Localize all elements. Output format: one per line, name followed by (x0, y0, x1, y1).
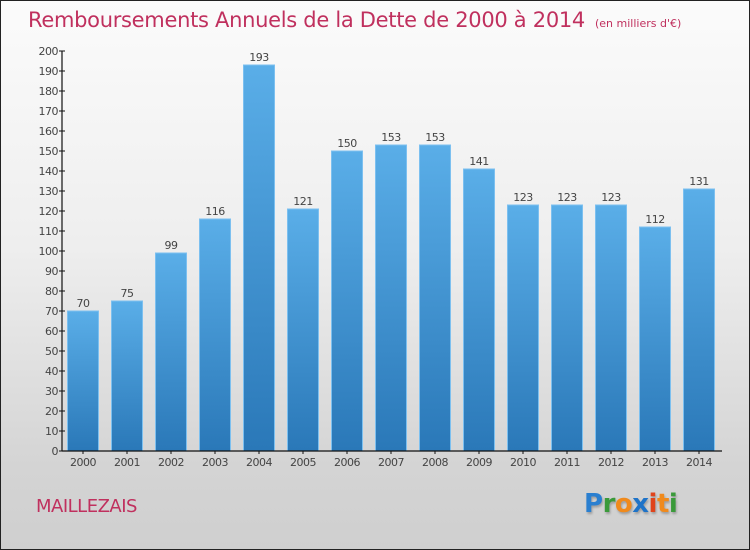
data-label-2014: 131 (689, 175, 709, 188)
x-tick-label-2007: 2007 (378, 456, 404, 469)
bar-2008 (419, 144, 451, 452)
chart-unit: (en milliers d'€) (595, 17, 682, 30)
x-tick-label-2011: 2011 (554, 456, 580, 469)
y-tick-label-190: 190 (39, 65, 59, 78)
bar-2007 (375, 144, 407, 452)
y-tick-label-10: 10 (45, 425, 58, 438)
y-tick-label-110: 110 (39, 225, 59, 238)
logo-letter: i (668, 489, 678, 519)
bar-2010 (507, 204, 539, 452)
bar-2001 (111, 300, 143, 452)
y-tick-label-80: 80 (45, 285, 58, 298)
x-tick-label-2003: 2003 (202, 456, 228, 469)
x-axis: 2000 2001 2002 2003 2004 2005 2006 2007 2008 2009… (62, 450, 722, 469)
bar-2014 (683, 188, 715, 452)
x-tick-label-2001: 2001 (114, 456, 140, 469)
y-tick-label-140: 140 (39, 165, 59, 178)
bar-2013 (639, 226, 671, 452)
y-tick-label-170: 170 (39, 105, 59, 118)
x-tick-label-2006: 2006 (334, 456, 360, 469)
data-label-2006: 150 (337, 137, 357, 150)
data-label-2005: 121 (293, 195, 313, 208)
y-tick-label-90: 90 (45, 265, 58, 278)
y-tick-label-20: 20 (45, 405, 58, 418)
logo-letter: P (584, 489, 603, 519)
bar-2012 (595, 204, 627, 452)
logo-letter: i (648, 489, 658, 519)
x-tick-label-2008: 2008 (422, 456, 448, 469)
data-label-2003: 116 (205, 205, 225, 218)
data-label-2001: 75 (121, 287, 134, 300)
x-tick-label-2014: 2014 (686, 456, 712, 469)
y-tick-label-160: 160 (39, 125, 59, 138)
bar-2005 (287, 208, 319, 452)
data-label-2002: 99 (165, 239, 178, 252)
y-tick-label-70: 70 (45, 305, 58, 318)
chart-title: Remboursements Annuels de la Dette de 20… (28, 8, 681, 32)
y-tick-label-30: 30 (45, 385, 58, 398)
logo-letter: t (656, 489, 669, 519)
data-label-2000: 70 (77, 297, 90, 310)
data-label-2004: 193 (249, 51, 269, 64)
chart-title-text: Remboursements Annuels de la Dette de 20… (28, 8, 585, 32)
x-tick-label-2013: 2013 (642, 456, 668, 469)
data-label-2007: 153 (381, 131, 401, 144)
x-tick-label-2009: 2009 (466, 456, 492, 469)
y-tick-label-60: 60 (45, 325, 58, 338)
bar-2004 (243, 64, 275, 452)
y-axis: 0 10 20 30 40 50 60 70 80 90 100 110 120 130 140 150 160… (39, 45, 65, 458)
y-tick-label-180: 180 (39, 85, 59, 98)
y-tick-label-0: 0 (52, 445, 59, 458)
proxiti-logo[interactable]: Proxiti (584, 489, 678, 519)
y-tick-label-40: 40 (45, 365, 58, 378)
data-label-2011: 123 (557, 191, 577, 204)
x-tick-label-2002: 2002 (158, 456, 184, 469)
commune-name: MAILLEZAIS (36, 496, 137, 517)
logo-letter: r (602, 489, 616, 519)
data-label-2008: 153 (425, 131, 445, 144)
data-label-2012: 123 (601, 191, 621, 204)
bar-2011 (551, 204, 583, 452)
bar-2009 (463, 168, 495, 452)
data-label-2010: 123 (513, 191, 533, 204)
x-tick-label-2004: 2004 (246, 456, 272, 469)
logo-letter: x (632, 489, 649, 519)
bars-group: 70 75 99 116 193 121 150 153 153 141 123 123 123 112 1… (67, 51, 715, 452)
y-tick-label-100: 100 (39, 245, 59, 258)
data-label-2009: 141 (469, 155, 489, 168)
x-tick-label-2005: 2005 (290, 456, 316, 469)
y-tick-label-50: 50 (45, 345, 58, 358)
x-tick-label-2010: 2010 (510, 456, 536, 469)
y-tick-label-130: 130 (39, 185, 59, 198)
bar-2000 (67, 310, 99, 452)
bar-2006 (331, 150, 363, 452)
y-tick-label-150: 150 (39, 145, 59, 158)
x-tick-label-2000: 2000 (70, 456, 96, 469)
logo-letter: o (614, 489, 633, 519)
y-tick-label-120: 120 (39, 205, 59, 218)
bar-2003 (199, 218, 231, 452)
bar-2002 (155, 252, 187, 452)
y-tick-label-200: 200 (39, 45, 59, 58)
x-tick-label-2012: 2012 (598, 456, 624, 469)
data-label-2013: 112 (645, 213, 665, 226)
